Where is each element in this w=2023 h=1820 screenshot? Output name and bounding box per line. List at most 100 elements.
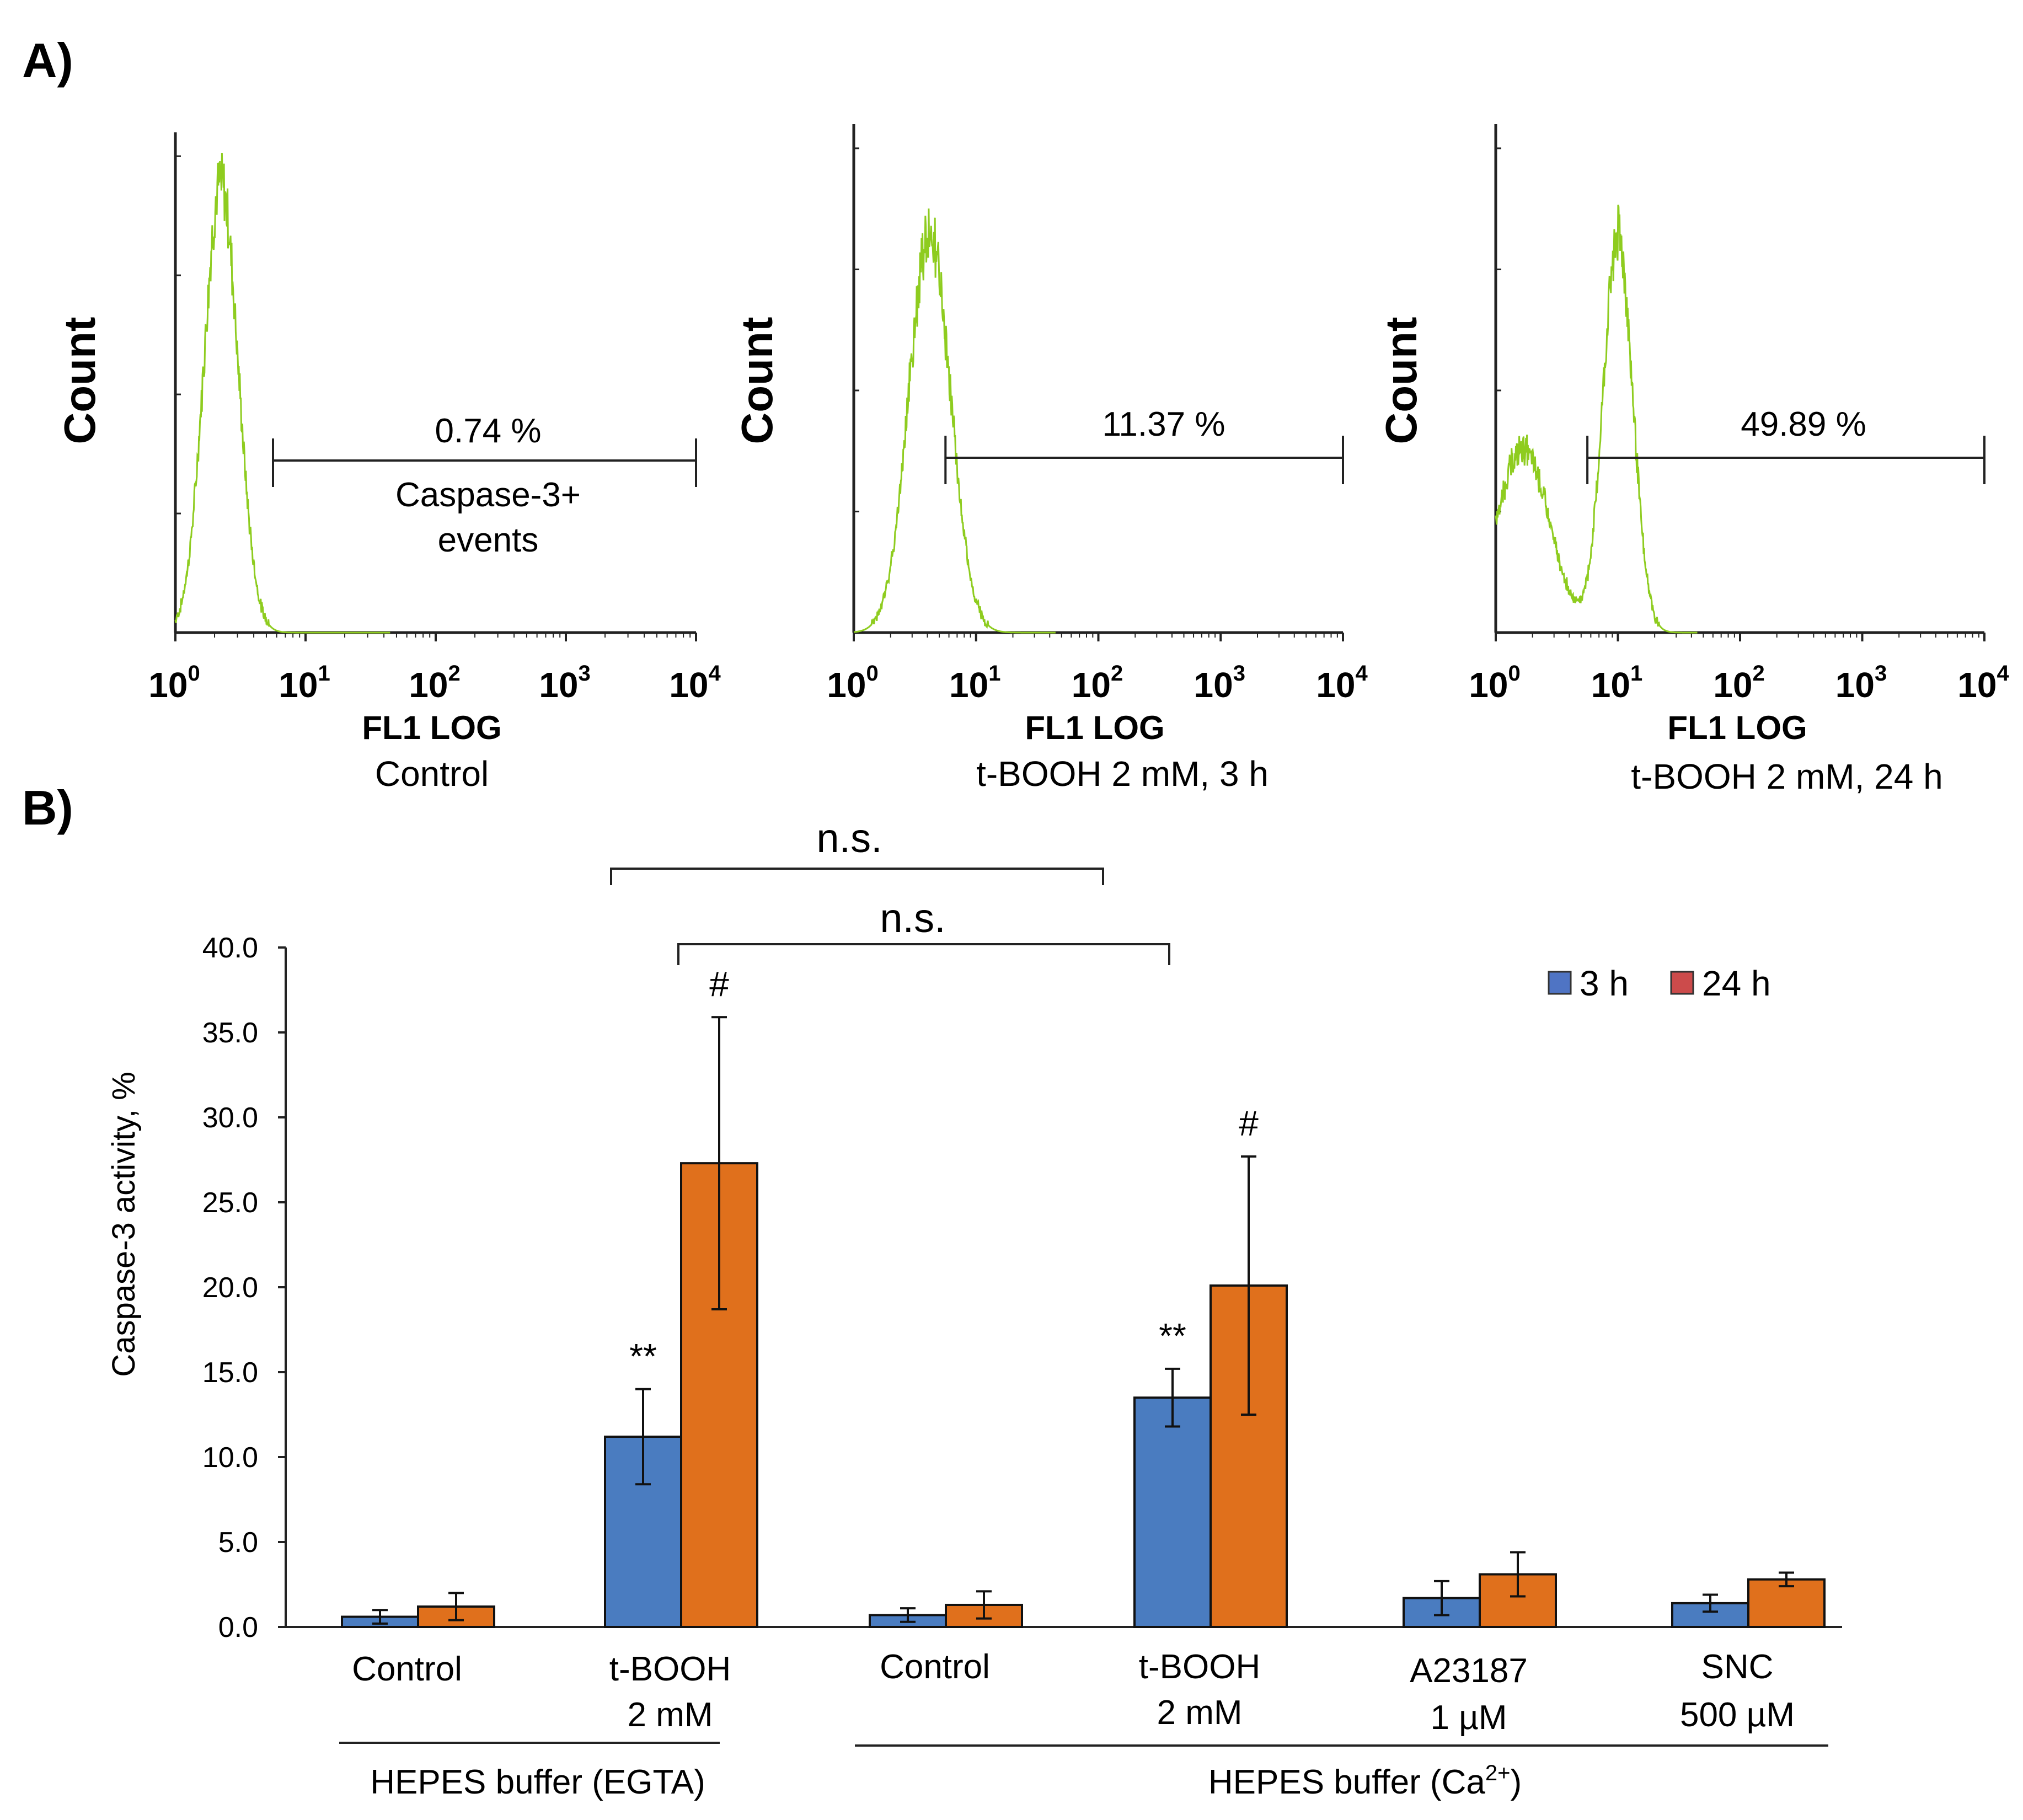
x-tick-label: 102 (1713, 661, 1764, 705)
significance-marker: ** (1159, 1316, 1186, 1356)
group-label-ca-suffix: ) (1510, 1763, 1522, 1801)
tick-exponent: 0 (1508, 661, 1520, 686)
x-tick-label: 100 (1469, 661, 1520, 705)
x-tick-label: 103 (1194, 661, 1245, 705)
legend-label: 3 h (1580, 963, 1629, 1003)
x-tick-label: 103 (1835, 661, 1887, 705)
category-label: SNC (1701, 1648, 1774, 1686)
count-axis-label: Count (1377, 317, 1426, 444)
condition-label: t-BOOH 2 mM, 3 h (976, 754, 1269, 794)
ns-bracket (610, 868, 1104, 885)
condition-label: t-BOOH 2 mM, 24 h (1631, 757, 1942, 796)
y-axis-label: Caspase-3 activity, % (106, 1072, 142, 1377)
tick-base: 10 (1194, 665, 1233, 705)
tick-base: 10 (1835, 665, 1875, 705)
x-tick-label: 103 (539, 661, 590, 705)
group-label-ca-sup: 2+ (1485, 1761, 1511, 1785)
tick-exponent: 1 (1630, 661, 1642, 686)
tick-exponent: 4 (1355, 661, 1368, 686)
y-tick-label: 10.0 (202, 1442, 258, 1474)
tick-exponent: 2 (1111, 661, 1123, 686)
y-tick-label: 5.0 (218, 1527, 258, 1559)
y-tick-label: 30.0 (202, 1102, 258, 1134)
significance-marker: # (709, 964, 729, 1004)
category-label: A23187 (1410, 1652, 1528, 1690)
ns-bracket (677, 943, 1170, 965)
significance-marker: # (1239, 1104, 1259, 1143)
x-tick-label: 102 (1072, 661, 1123, 705)
x-tick-label: 101 (1591, 661, 1642, 705)
category-label: t-BOOH (1139, 1648, 1260, 1686)
histogram-control: Count 0.74 % Caspase-3+ events FL1 LOG C… (55, 132, 721, 794)
gate-percent: 49.89 % (1741, 405, 1866, 443)
tick-exponent: 3 (578, 661, 590, 686)
tick-base: 10 (279, 665, 318, 705)
tick-base: 10 (827, 665, 866, 705)
tick-base: 10 (669, 665, 708, 705)
legend-swatch (1548, 971, 1572, 995)
condition-label: Control (375, 754, 489, 794)
tick-base: 10 (539, 665, 578, 705)
gate-label: events (438, 521, 539, 559)
tick-exponent: 3 (1233, 661, 1245, 686)
y-tick-label: 35.0 (202, 1017, 258, 1049)
tick-base: 10 (1713, 665, 1752, 705)
tick-exponent: 3 (1875, 661, 1887, 686)
tick-base: 10 (1957, 665, 1997, 705)
tick-exponent: 2 (448, 661, 460, 686)
histogram-trace (1495, 205, 1698, 634)
tick-exponent: 4 (1997, 661, 2009, 686)
x-tick-label: 100 (148, 661, 200, 705)
category-label: 1 µM (1430, 1699, 1507, 1737)
legend-label: 24 h (1702, 963, 1771, 1003)
x-tick-label: 104 (669, 661, 721, 705)
tick-exponent: 4 (708, 661, 721, 686)
category-label: 500 µM (1680, 1696, 1795, 1734)
caspase-bar-chart: Caspase-3 activity, % n.s. n.s. HEPES bu… (106, 815, 1842, 1801)
legend-swatch (1670, 971, 1694, 995)
category-label: 2 mM (1157, 1694, 1243, 1732)
x-tick-label: 101 (949, 661, 1000, 705)
y-tick-label: 0.0 (218, 1612, 258, 1644)
ns-label: n.s. (816, 815, 882, 861)
y-tick-label: 25.0 (202, 1187, 258, 1219)
bar-3h-3 (1133, 1396, 1212, 1628)
panel-a-label: A) (22, 33, 73, 88)
x-tick-label: 104 (1957, 661, 2009, 705)
group-label-ca-prefix: HEPES buffer (Ca (1208, 1763, 1485, 1801)
x-tick-label: 101 (279, 661, 330, 705)
fl1-axis-label: FL1 LOG (1667, 709, 1807, 746)
count-axis-label: Count (55, 317, 104, 444)
fl1-axis-label: FL1 LOG (362, 709, 501, 746)
group-label-egta: HEPES buffer (EGTA) (370, 1763, 705, 1801)
tick-base: 10 (1469, 665, 1508, 705)
tick-exponent: 0 (188, 661, 200, 686)
y-tick-label: 20.0 (202, 1272, 258, 1304)
category-label: t-BOOH (609, 1650, 731, 1688)
x-tick-label: 104 (1316, 661, 1368, 705)
y-tick-label: 40.0 (202, 932, 258, 964)
category-label: Control (880, 1648, 990, 1686)
significance-marker: ** (629, 1336, 657, 1376)
histogram-trace (174, 153, 390, 634)
tick-exponent: 1 (988, 661, 1000, 686)
tick-base: 10 (409, 665, 448, 705)
tick-base: 10 (1591, 665, 1630, 705)
tick-base: 10 (1316, 665, 1355, 705)
category-label: 2 mM (628, 1696, 713, 1734)
tick-exponent: 0 (866, 661, 878, 686)
tick-base: 10 (949, 665, 988, 705)
panel-b-label: B) (22, 780, 73, 835)
tick-exponent: 1 (318, 661, 330, 686)
count-axis-label: Count (732, 317, 782, 444)
gate-percent: 0.74 % (435, 412, 541, 450)
group-label-ca: HEPES buffer (Ca2+) (1208, 1761, 1522, 1801)
tick-base: 10 (148, 665, 188, 705)
x-tick-label: 100 (827, 661, 878, 705)
histogram-trace (853, 208, 1056, 634)
tick-exponent: 2 (1752, 661, 1764, 686)
ns-label: n.s. (880, 895, 945, 941)
category-label: Control (352, 1650, 462, 1688)
gate-percent: 11.37 % (1103, 405, 1225, 443)
